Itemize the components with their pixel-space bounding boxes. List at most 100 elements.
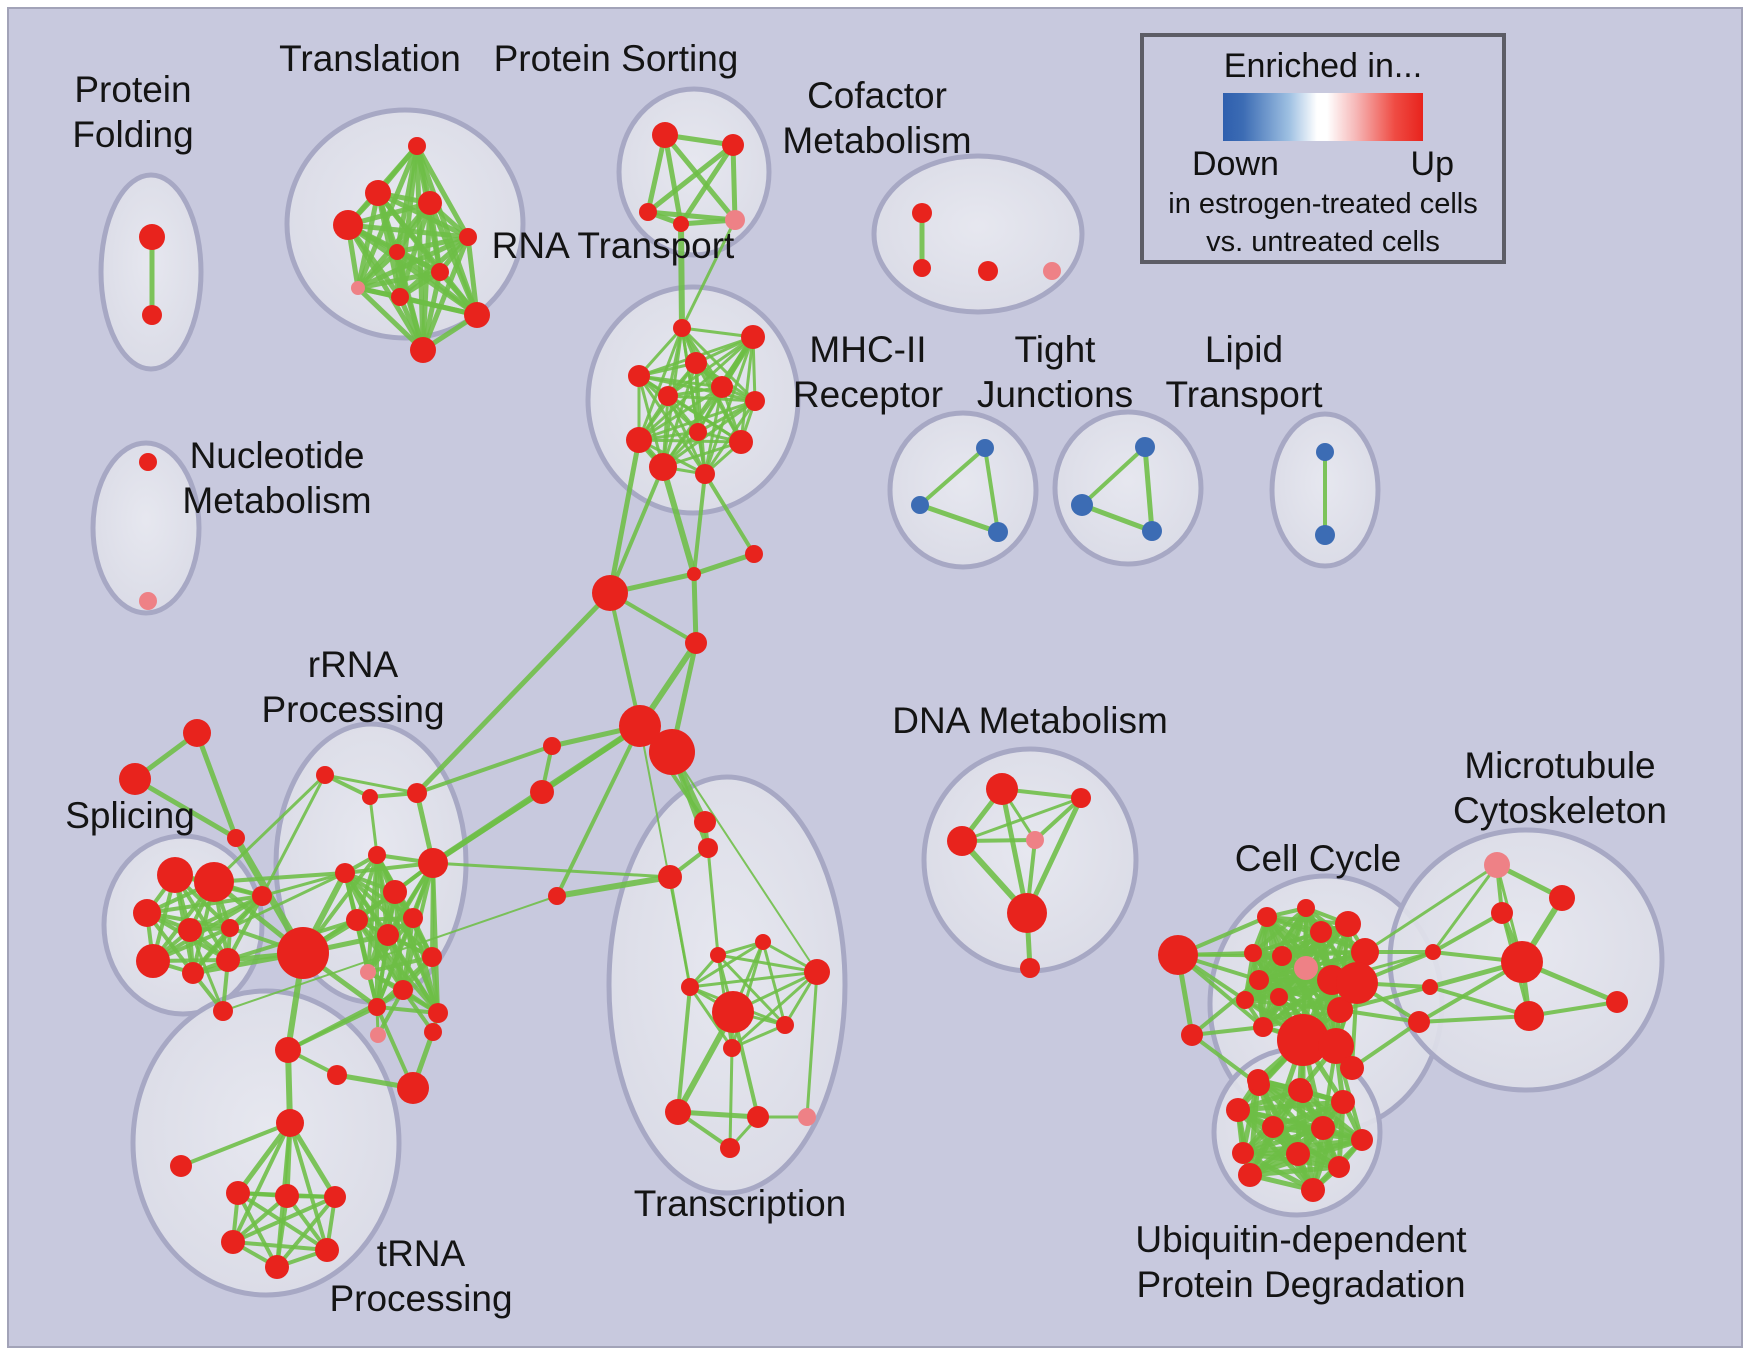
gene-set-node-up [389, 244, 405, 260]
legend-up-label: Up [1410, 145, 1454, 183]
cluster-label-line: rRNA [308, 644, 399, 685]
gene-set-node-up [407, 783, 427, 803]
gene-set-node-up [368, 998, 386, 1016]
network-edge [1363, 863, 1499, 954]
network-edge [680, 218, 737, 330]
network-edge-protein-sorting-mesh [730, 142, 738, 223]
gene-set-node-up [776, 1016, 794, 1034]
gene-set-node-up [639, 203, 657, 221]
gene-set-node-up-weak [1294, 956, 1318, 980]
nodes-layer [119, 122, 1628, 1279]
network-edge-trna-hexagon-mesh [275, 1195, 337, 1269]
cluster-label-line: Transport [1166, 374, 1324, 415]
gene-set-node-up [194, 862, 234, 902]
network-edge [212, 773, 327, 884]
cluster-label-tight-junctions: Tight Junctions [977, 329, 1133, 415]
cluster-label-line: Splicing [65, 795, 195, 836]
gene-set-node-up [1514, 1001, 1544, 1031]
cluster-label-splicing: Splicing [65, 795, 195, 836]
gene-set-node-up [139, 224, 165, 250]
gene-set-node-up [543, 737, 561, 755]
gene-set-node-up [1336, 962, 1378, 1004]
network-edge-protein-sorting-mesh [645, 132, 668, 215]
gene-set-node-up [1262, 1116, 1284, 1138]
gene-set-node-up-weak [798, 1108, 816, 1126]
gene-set-node-up [1247, 1069, 1269, 1091]
network-edge-rna-transport-mesh [739, 335, 755, 444]
network-edge [1080, 445, 1147, 507]
cluster-label-line: Cell Cycle [1235, 838, 1402, 879]
gene-set-node-up [139, 453, 157, 471]
legend-box: Enriched in... Down Up in estrogen-treat… [1140, 33, 1506, 264]
gene-set-node-up [1331, 1090, 1355, 1114]
gene-set-node-up [213, 1001, 233, 1021]
network-edge [668, 875, 692, 989]
cluster-label-line: Protein Sorting [494, 38, 739, 79]
gene-set-node-down [1135, 437, 1155, 457]
gene-set-node-up [658, 386, 678, 406]
gene-set-node-up [422, 947, 442, 967]
network-edge [691, 551, 757, 577]
gene-set-node-up [1335, 911, 1361, 937]
cluster-label-line: Microtubule [1464, 745, 1655, 786]
gene-set-node-up [431, 263, 449, 281]
gene-set-node-up [913, 259, 931, 277]
cluster-label-rrna-processing: rRNA Processing [261, 644, 444, 730]
cluster-label-line: Junctions [977, 374, 1133, 415]
gene-set-node-up [1327, 997, 1353, 1023]
cluster-label-line: DNA Metabolism [892, 700, 1168, 741]
legend-subtitle-line1: in estrogen-treated cells [1168, 188, 1478, 220]
network-edge [692, 472, 707, 576]
cluster-label-line: Protein Degradation [1136, 1264, 1465, 1305]
gene-set-node-up [315, 1238, 339, 1262]
gene-set-node-up [741, 325, 765, 349]
cluster-label-line: Processing [261, 689, 444, 730]
gene-set-node-up [755, 934, 771, 950]
network-edge-translation-mesh [397, 294, 480, 318]
gene-set-node-up [1232, 1142, 1254, 1164]
network-edge [728, 1046, 734, 1150]
network-edge [287, 1120, 338, 1200]
legend-subtitle-line2: vs. untreated cells [1206, 226, 1440, 258]
gene-set-node-up [1311, 1116, 1335, 1140]
gene-set-node-up [391, 288, 409, 306]
network-edge [608, 591, 642, 728]
gene-set-node-up [136, 944, 170, 978]
gene-set-node-up [710, 947, 726, 963]
cluster-label-protein-sorting: Protein Sorting [494, 38, 739, 79]
network-edge [1431, 863, 1499, 954]
network-edge [706, 846, 720, 957]
gene-set-node-up [418, 191, 442, 215]
network-edge [918, 446, 987, 507]
gene-set-node-up [729, 430, 753, 454]
network-edge [608, 465, 665, 595]
network-edge [431, 861, 672, 879]
gene-set-node-up [183, 719, 211, 747]
cluster-label-line: Lipid [1205, 329, 1283, 370]
gene-set-node-up [628, 365, 650, 387]
gene-set-node-up-weak [725, 210, 745, 230]
gene-set-node-up [1277, 1014, 1329, 1066]
gene-set-node-up [548, 887, 566, 905]
network-edge [1338, 1008, 1421, 1024]
cluster-ellipse-tight-junctions [1052, 409, 1204, 567]
network-edge [212, 871, 347, 884]
cluster-label-lipid-transport: Lipid Transport [1166, 329, 1324, 415]
gene-set-node-up [1422, 979, 1438, 995]
network-edge-transcription-core-mesh [716, 953, 787, 1027]
legend-title: Enriched in... [1223, 47, 1423, 85]
gene-set-node-up [157, 857, 193, 893]
network-edge [675, 1109, 761, 1120]
network-edge-translation-mesh [414, 143, 471, 240]
gene-set-node-up [1286, 1142, 1310, 1166]
network-edge-ubiquitin-mesh [1240, 1125, 1326, 1156]
gene-set-node-up-weak [1484, 852, 1510, 878]
gene-set-node-up [1020, 958, 1040, 978]
gene-set-node-up-weak [351, 281, 365, 295]
gene-set-node-up [1244, 944, 1262, 962]
gene-set-node-up [333, 210, 363, 240]
cluster-labels-layer: Protein Folding Translation Protein Sorting… [65, 38, 1667, 1319]
gene-set-node-up [133, 899, 161, 927]
gene-set-node-up [178, 918, 202, 942]
cluster-label-nucleotide-metabolism: Nucleotide Metabolism [182, 435, 371, 521]
